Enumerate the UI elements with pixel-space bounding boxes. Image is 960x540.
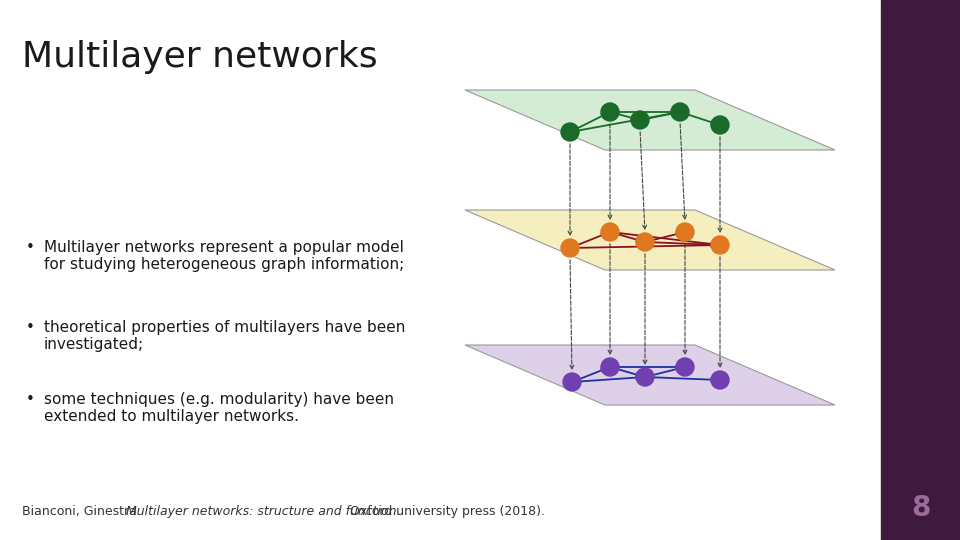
Polygon shape xyxy=(465,90,835,150)
Text: Multilayer networks: Multilayer networks xyxy=(22,40,377,74)
Circle shape xyxy=(601,223,619,241)
Circle shape xyxy=(631,111,649,129)
Bar xyxy=(881,0,960,540)
Text: •: • xyxy=(26,240,35,255)
Text: extended to multilayer networks.: extended to multilayer networks. xyxy=(44,409,299,424)
Circle shape xyxy=(676,223,694,241)
Circle shape xyxy=(561,123,579,141)
Text: Oxford university press (2018).: Oxford university press (2018). xyxy=(346,505,545,518)
Text: Bianconi, Ginestra.: Bianconi, Ginestra. xyxy=(22,505,145,518)
Circle shape xyxy=(636,368,654,386)
Text: Multilayer networks represent a popular model: Multilayer networks represent a popular … xyxy=(44,240,404,255)
Text: Multilayer networks: structure and function.: Multilayer networks: structure and funct… xyxy=(126,505,400,518)
Text: for studying heterogeneous graph information;: for studying heterogeneous graph informa… xyxy=(44,257,404,272)
Polygon shape xyxy=(465,345,835,405)
Text: investigated;: investigated; xyxy=(44,337,144,352)
Text: theoretical properties of multilayers have been: theoretical properties of multilayers ha… xyxy=(44,320,405,335)
Text: •: • xyxy=(26,320,35,335)
Polygon shape xyxy=(465,210,835,270)
Text: some techniques (e.g. modularity) have been: some techniques (e.g. modularity) have b… xyxy=(44,392,394,407)
Circle shape xyxy=(563,373,581,391)
Circle shape xyxy=(601,358,619,376)
Circle shape xyxy=(711,236,729,254)
Circle shape xyxy=(561,239,579,257)
Circle shape xyxy=(711,371,729,389)
Text: •: • xyxy=(26,392,35,407)
Text: 8: 8 xyxy=(911,494,930,522)
Circle shape xyxy=(711,116,729,134)
Circle shape xyxy=(676,358,694,376)
Circle shape xyxy=(601,103,619,121)
Circle shape xyxy=(636,233,654,251)
Circle shape xyxy=(671,103,689,121)
